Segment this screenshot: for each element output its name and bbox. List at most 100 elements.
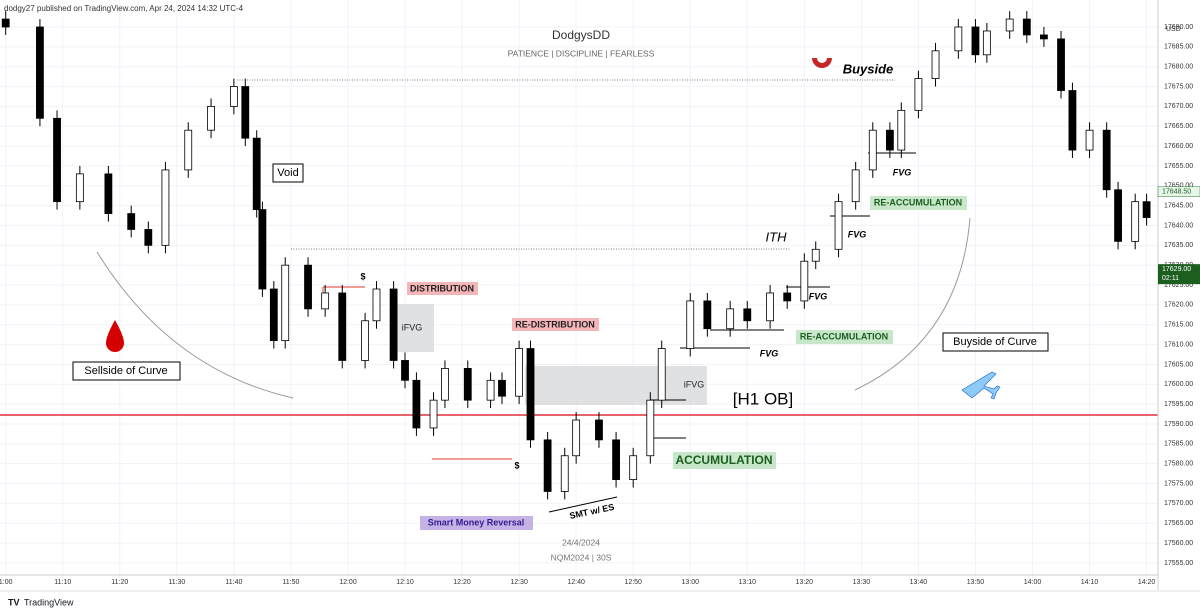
candle-body <box>1 18 10 28</box>
annotation: FVG <box>760 348 779 358</box>
candles <box>1 11 1151 500</box>
candle-body <box>1131 201 1140 242</box>
candle-body <box>686 300 695 349</box>
candle-body <box>646 399 655 457</box>
candle-body <box>1005 18 1014 32</box>
candle-body <box>127 213 136 230</box>
x-tick-label: 13:40 <box>910 579 928 586</box>
label-box <box>272 163 304 183</box>
footer-brand: TradingView <box>24 597 74 607</box>
x-tick-label: 13:30 <box>853 579 871 586</box>
candle-body <box>851 169 860 203</box>
watermark-date: 24/4/2024 <box>562 537 600 547</box>
candle-body <box>412 379 421 429</box>
annotation: iFVG <box>402 322 423 332</box>
candle-body <box>743 308 752 322</box>
x-tick-label: 14:20 <box>1138 579 1156 586</box>
candle-body <box>338 292 347 361</box>
annotation: $ <box>360 271 365 281</box>
annotation: [H1 OB] <box>733 389 793 408</box>
candle-body <box>361 320 369 361</box>
candle-body <box>515 348 524 397</box>
x-tick-label: 13:10 <box>739 579 757 586</box>
candle-body <box>498 379 506 397</box>
annotation: DISTRIBUTION <box>410 283 474 293</box>
price-marker <box>1158 264 1200 285</box>
annotation: FVG <box>848 229 867 239</box>
label-box <box>72 361 181 381</box>
axes: 17555.00 17560.00 17565.00 17570.00 17575.00… <box>0 24 1200 586</box>
annotation: ACCUMULATION <box>675 453 772 467</box>
annotation: Sellside of Curve <box>84 365 167 377</box>
candle-body <box>783 292 792 302</box>
y-tick-label: 17690.00 <box>1164 24 1193 31</box>
y-tick-label: 17555.00 <box>1164 560 1193 567</box>
y-tick-label: 17600.00 <box>1164 381 1193 388</box>
y-tick-label: 17615.00 <box>1164 322 1193 329</box>
y-tick-label: 17685.00 <box>1164 44 1193 51</box>
candle-body <box>982 30 991 56</box>
candle-body <box>463 368 472 401</box>
candle-body <box>629 455 638 480</box>
candle-body <box>595 419 603 441</box>
price-marker-label: 17629.00 <box>1162 266 1191 273</box>
x-tick-label: 11:10 <box>54 579 71 586</box>
y-tick-label: 17645.00 <box>1164 202 1193 209</box>
x-tick-label: 11:20 <box>111 579 128 586</box>
candle-body <box>258 209 267 290</box>
label-bg <box>407 282 478 295</box>
y-tick-label: 17595.00 <box>1164 401 1193 408</box>
x-tick-label: 13:20 <box>796 579 814 586</box>
candle-body <box>1114 189 1122 242</box>
chart-subtitle: PATIENCE | DISCIPLINE | FEARLESS <box>508 48 655 58</box>
x-tick-label: 12:40 <box>567 579 585 586</box>
y-tick-label: 17625.00 <box>1164 282 1193 289</box>
candle-body <box>612 439 620 480</box>
x-tick-label: 11:50 <box>282 579 299 586</box>
y-tick-label: 17655.00 <box>1164 163 1193 170</box>
x-tick-label: 14:10 <box>1081 579 1099 586</box>
y-tick-label: 17575.00 <box>1164 480 1193 487</box>
candle-body <box>1057 38 1065 91</box>
price-marker-label: 17648.50 <box>1162 189 1191 196</box>
candle-body <box>766 292 774 322</box>
price-marker <box>1157 186 1200 197</box>
candle-body <box>321 292 330 310</box>
candle-body <box>269 288 278 342</box>
drop-icon <box>106 320 124 352</box>
y-tick-label: 17665.00 <box>1164 123 1193 130</box>
annotation: Smart Money Reversal <box>428 517 525 527</box>
label-bg <box>420 516 533 530</box>
candle-body <box>401 360 409 381</box>
annotation: $ <box>514 460 519 470</box>
candle-body <box>229 86 238 107</box>
candle-body <box>241 86 250 139</box>
candle-body <box>834 201 843 250</box>
candle-body <box>104 173 113 214</box>
candle-body <box>389 288 398 361</box>
price-axis-bg <box>1158 0 1200 590</box>
candle-body <box>1068 90 1077 151</box>
x-tick-label: 12:50 <box>624 579 642 586</box>
magnet-icon <box>812 58 832 68</box>
candle-body <box>161 169 170 246</box>
annotation: FVG <box>809 291 828 301</box>
candle-body <box>885 129 894 151</box>
x-tick-label: 13:00 <box>681 579 699 586</box>
candle-body <box>486 379 495 401</box>
label-bg <box>796 330 893 344</box>
label-bg <box>512 318 599 331</box>
candle-body <box>1085 129 1094 151</box>
candle-body <box>657 348 666 401</box>
y-tick-label: 17660.00 <box>1164 143 1193 150</box>
annotation: RE-ACCUMULATION <box>800 331 888 341</box>
candle-body <box>931 50 940 80</box>
currency: USD <box>1166 26 1181 33</box>
candle-body <box>144 229 153 246</box>
curve <box>96 251 294 399</box>
candle-body <box>252 137 261 211</box>
candle-body <box>868 129 877 171</box>
